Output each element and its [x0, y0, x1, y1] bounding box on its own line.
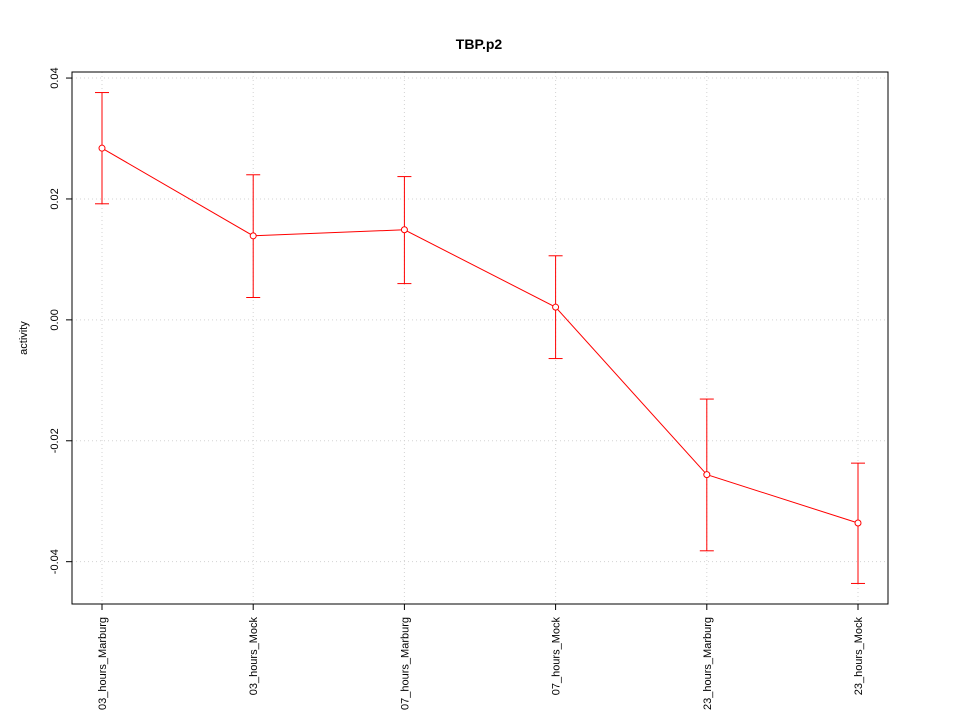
x-tick-label: 07_hours_Marburg	[399, 617, 411, 710]
plot-frame	[71, 71, 889, 605]
y-tick-label: -0.04	[49, 549, 61, 574]
x-axis: 03_hours_Marburg 03_hours_Mock 07_hours_Ma…	[97, 604, 865, 710]
x-tick-label: 07_hours_Mock	[551, 617, 563, 696]
data-point	[552, 303, 560, 311]
data-point	[703, 471, 711, 479]
x-tick-label: 03_hours_Mock	[248, 617, 260, 696]
x-tick-label: 03_hours_Marburg	[97, 617, 109, 710]
y-axis: -0.04 -0.02 0.00 0.02 0.04	[49, 67, 72, 574]
y-tick-label: -0.02	[49, 428, 61, 453]
data-point	[854, 519, 862, 527]
y-tick-label: 0.02	[49, 188, 61, 209]
chart-title: TBP.p2	[456, 36, 503, 52]
y-tick-label: 0.00	[49, 309, 61, 330]
x-tick-label: 23_hours_Marburg	[702, 617, 714, 710]
series-layer	[95, 92, 865, 584]
y-tick-label: 0.04	[49, 67, 61, 88]
data-point	[98, 144, 106, 152]
x-tick-label: 23_hours_Mock	[853, 617, 865, 696]
data-point	[400, 226, 408, 234]
y-axis-label: activity	[18, 321, 30, 355]
series-line	[101, 147, 859, 524]
data-point	[249, 232, 257, 240]
grid	[72, 72, 888, 604]
